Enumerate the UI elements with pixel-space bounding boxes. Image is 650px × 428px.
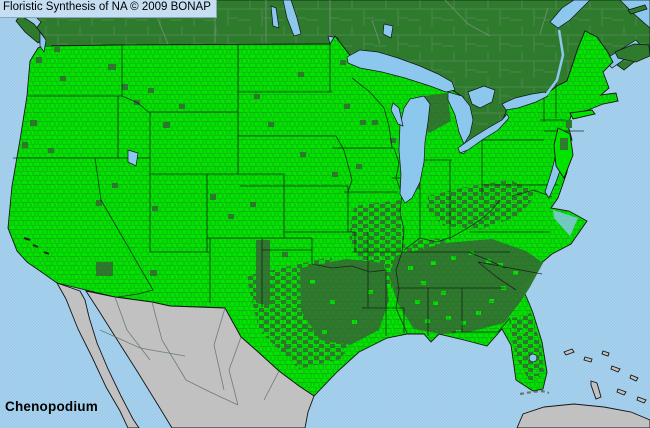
province-borders: [149, 0, 549, 45]
bahamas: [563, 348, 647, 404]
nova-scotia: [614, 43, 650, 63]
taxon-label: Chenopodium: [5, 399, 98, 414]
mexico-state-borders: [99, 296, 280, 406]
lake-huron: [447, 91, 474, 145]
canada-region: [15, 0, 650, 153]
green-bay: [390, 102, 404, 127]
long-island: [569, 109, 596, 120]
prince-edward-island: [627, 4, 648, 15]
mexico-mainland: [85, 290, 315, 428]
baja-california: [56, 282, 140, 428]
lake-superior: [346, 49, 456, 93]
delmarva-peninsula: [553, 127, 574, 179]
st-lawrence-river: [544, 29, 565, 96]
map-title-bar: Floristic Synthesis of NA © 2009 BONAP: [0, 0, 217, 18]
state-borders: [13, 44, 584, 336]
georgian-bay: [467, 85, 496, 109]
lake-okeechobee: [528, 353, 538, 363]
lake-michigan: [398, 95, 431, 204]
mexico-region: [56, 282, 315, 428]
lake-ontario: [501, 91, 549, 111]
pamlico-sound: [553, 210, 578, 236]
vancouver-island: [15, 14, 45, 44]
lake-erie: [457, 113, 510, 154]
channel-islands: [23, 237, 50, 255]
caribbean-islands: [23, 237, 650, 428]
cuba: [516, 403, 650, 428]
map-title: Floristic Synthesis of NA © 2009 BONAP: [3, 1, 211, 13]
coastal-landforms: [553, 109, 596, 179]
puget-sound: [39, 30, 47, 53]
florida-keys: [519, 389, 550, 396]
great-salt-lake: [127, 149, 139, 167]
